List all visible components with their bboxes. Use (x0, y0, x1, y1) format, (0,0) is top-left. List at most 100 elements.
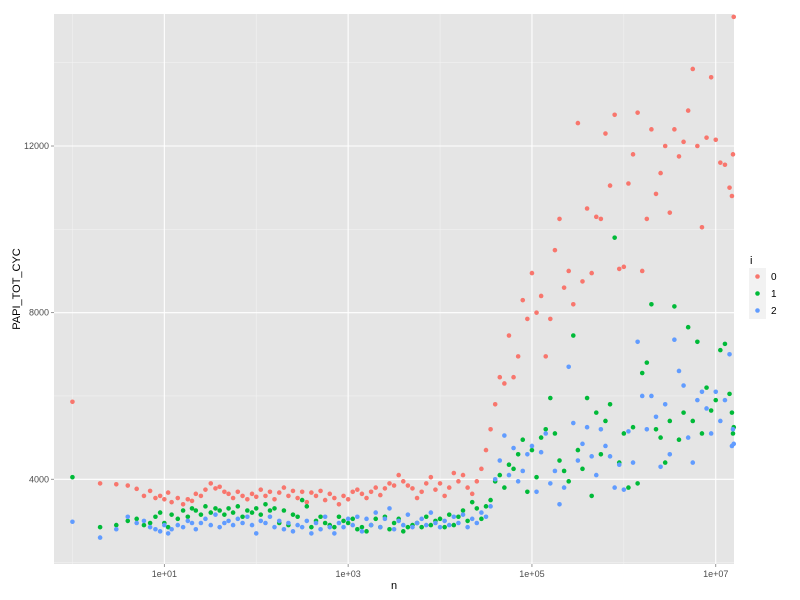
data-point-series-0 (552, 247, 558, 253)
data-point-series-2 (607, 454, 613, 459)
data-point-series-1 (548, 395, 553, 401)
data-point-series-0 (258, 487, 264, 492)
data-point-series-1 (113, 522, 119, 528)
data-point-series-0 (272, 496, 277, 502)
data-point-series-1 (428, 522, 434, 528)
data-point-series-1 (729, 410, 735, 415)
data-point-series-2 (378, 524, 383, 530)
data-point-series-0 (525, 316, 530, 322)
data-point-series-1 (198, 512, 204, 517)
data-point-series-0 (162, 496, 167, 502)
legend-title: i (750, 255, 752, 267)
data-point-series-2 (649, 393, 654, 399)
data-point-series-0 (423, 481, 429, 486)
data-point-series-1 (141, 522, 147, 528)
legend-key-0 (755, 274, 760, 279)
data-point-series-2 (676, 368, 682, 374)
data-point-series-0 (341, 493, 346, 499)
data-point-series-2 (318, 526, 323, 532)
data-point-series-0 (722, 162, 728, 168)
data-point-series-2 (603, 443, 608, 449)
data-point-series-2 (695, 397, 700, 403)
data-point-series-2 (299, 524, 305, 530)
data-point-series-1 (525, 489, 530, 495)
data-point-series-2 (635, 339, 640, 345)
data-point-series-2 (169, 526, 174, 532)
data-point-series-2 (272, 524, 277, 530)
data-point-series-2 (368, 522, 374, 528)
data-point-series-2 (165, 531, 171, 536)
data-point-series-0 (263, 493, 268, 499)
data-point-series-0 (626, 181, 631, 186)
data-point-series-0 (368, 489, 374, 495)
data-point-series-0 (557, 216, 562, 222)
data-point-series-1 (364, 529, 369, 534)
data-point-series-1 (589, 493, 594, 499)
data-point-series-0 (492, 401, 498, 407)
data-point-series-1 (676, 437, 682, 442)
data-point-series-0 (442, 493, 447, 499)
data-point-series-0 (428, 474, 434, 480)
data-point-series-0 (672, 127, 677, 132)
data-point-series-0 (529, 270, 535, 276)
data-point-series-2 (345, 516, 351, 522)
data-point-series-2 (575, 458, 581, 463)
data-point-series-1 (534, 474, 539, 480)
data-point-series-1 (253, 506, 259, 511)
data-point-series-1 (718, 347, 723, 353)
data-point-series-1 (222, 512, 227, 517)
data-point-series-0 (141, 493, 147, 499)
data-point-series-0 (580, 279, 585, 284)
plot-panel (54, 14, 734, 564)
data-point-series-1 (695, 339, 700, 345)
data-point-series-1 (345, 520, 351, 526)
data-point-series-2 (433, 520, 438, 526)
data-point-series-1 (685, 324, 691, 330)
data-point-series-1 (423, 514, 429, 520)
data-point-series-0 (515, 354, 521, 359)
data-point-series-2 (350, 522, 356, 528)
data-point-series-0 (653, 191, 659, 197)
data-point-series-0 (630, 152, 636, 157)
data-point-series-2 (281, 526, 287, 532)
data-point-series-2 (226, 518, 231, 524)
data-point-series-2 (639, 393, 645, 399)
data-point-series-2 (290, 529, 296, 534)
data-point-series-0 (318, 488, 323, 494)
data-point-series-0 (189, 498, 195, 504)
data-point-series-2 (589, 454, 594, 459)
data-point-series-2 (704, 406, 709, 411)
data-point-series-2 (621, 487, 627, 492)
data-point-series-2 (240, 520, 245, 526)
data-point-series-1 (612, 235, 617, 240)
data-point-series-1 (318, 514, 323, 520)
data-point-series-0 (180, 501, 186, 507)
data-point-series-1 (561, 468, 567, 474)
data-point-series-1 (543, 426, 549, 432)
data-point-series-2 (322, 514, 328, 520)
data-point-series-2 (566, 364, 572, 370)
data-point-series-0 (240, 493, 245, 499)
data-point-series-2 (557, 501, 562, 507)
data-point-series-0 (185, 496, 191, 502)
data-point-series-0 (309, 490, 314, 495)
data-point-series-2 (235, 516, 241, 522)
data-point-series-0 (286, 493, 291, 499)
data-point-series-2 (180, 524, 186, 530)
data-point-series-2 (543, 431, 549, 436)
data-point-series-2 (391, 526, 397, 532)
data-point-series-2 (400, 522, 406, 528)
legend-key-1 (755, 291, 760, 296)
data-point-series-0 (474, 479, 480, 484)
data-point-series-0 (695, 143, 700, 149)
data-point-series-0 (433, 487, 438, 492)
data-point-series-2 (428, 510, 434, 515)
data-point-series-2 (249, 522, 255, 528)
data-point-series-1 (193, 508, 199, 513)
data-point-series-1 (451, 522, 457, 528)
data-point-series-0 (276, 490, 282, 495)
data-point-series-0 (336, 501, 342, 507)
data-point-series-2 (534, 489, 539, 495)
data-point-series-0 (685, 108, 691, 113)
y-tick-label: 12000 (24, 141, 49, 151)
